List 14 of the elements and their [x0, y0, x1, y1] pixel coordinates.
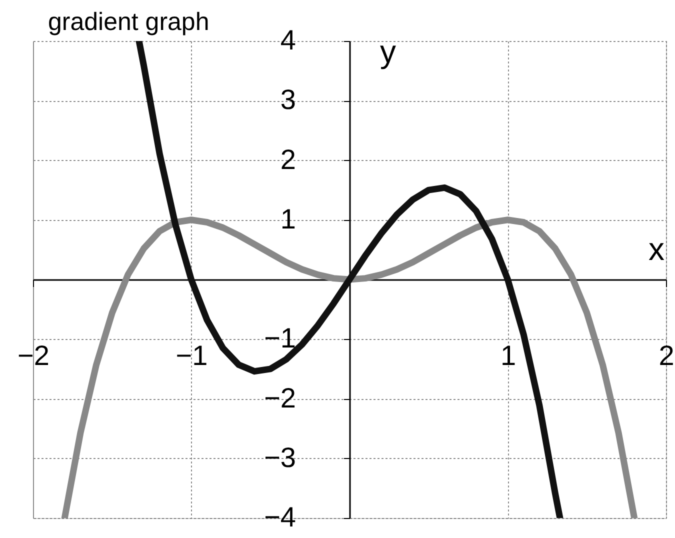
x-tick-label: −1 [176, 340, 208, 371]
y-tick-label: 1 [280, 203, 296, 234]
x-tick-label: 1 [500, 340, 516, 371]
x-axis-title: x [648, 231, 664, 267]
y-tick-label: −4 [264, 502, 296, 532]
y-tick-label: 3 [280, 84, 296, 116]
y-tick-label: −2 [264, 382, 296, 414]
x-tick-label: −2 [18, 340, 50, 371]
y-tick-label: 2 [280, 144, 296, 175]
chart-title: gradient graph [48, 8, 210, 36]
y-axis-title: y [380, 34, 396, 70]
y-tick-label: 4 [280, 24, 296, 56]
y-tick-label: −3 [264, 442, 296, 473]
x-tick-label: 2 [658, 340, 674, 371]
